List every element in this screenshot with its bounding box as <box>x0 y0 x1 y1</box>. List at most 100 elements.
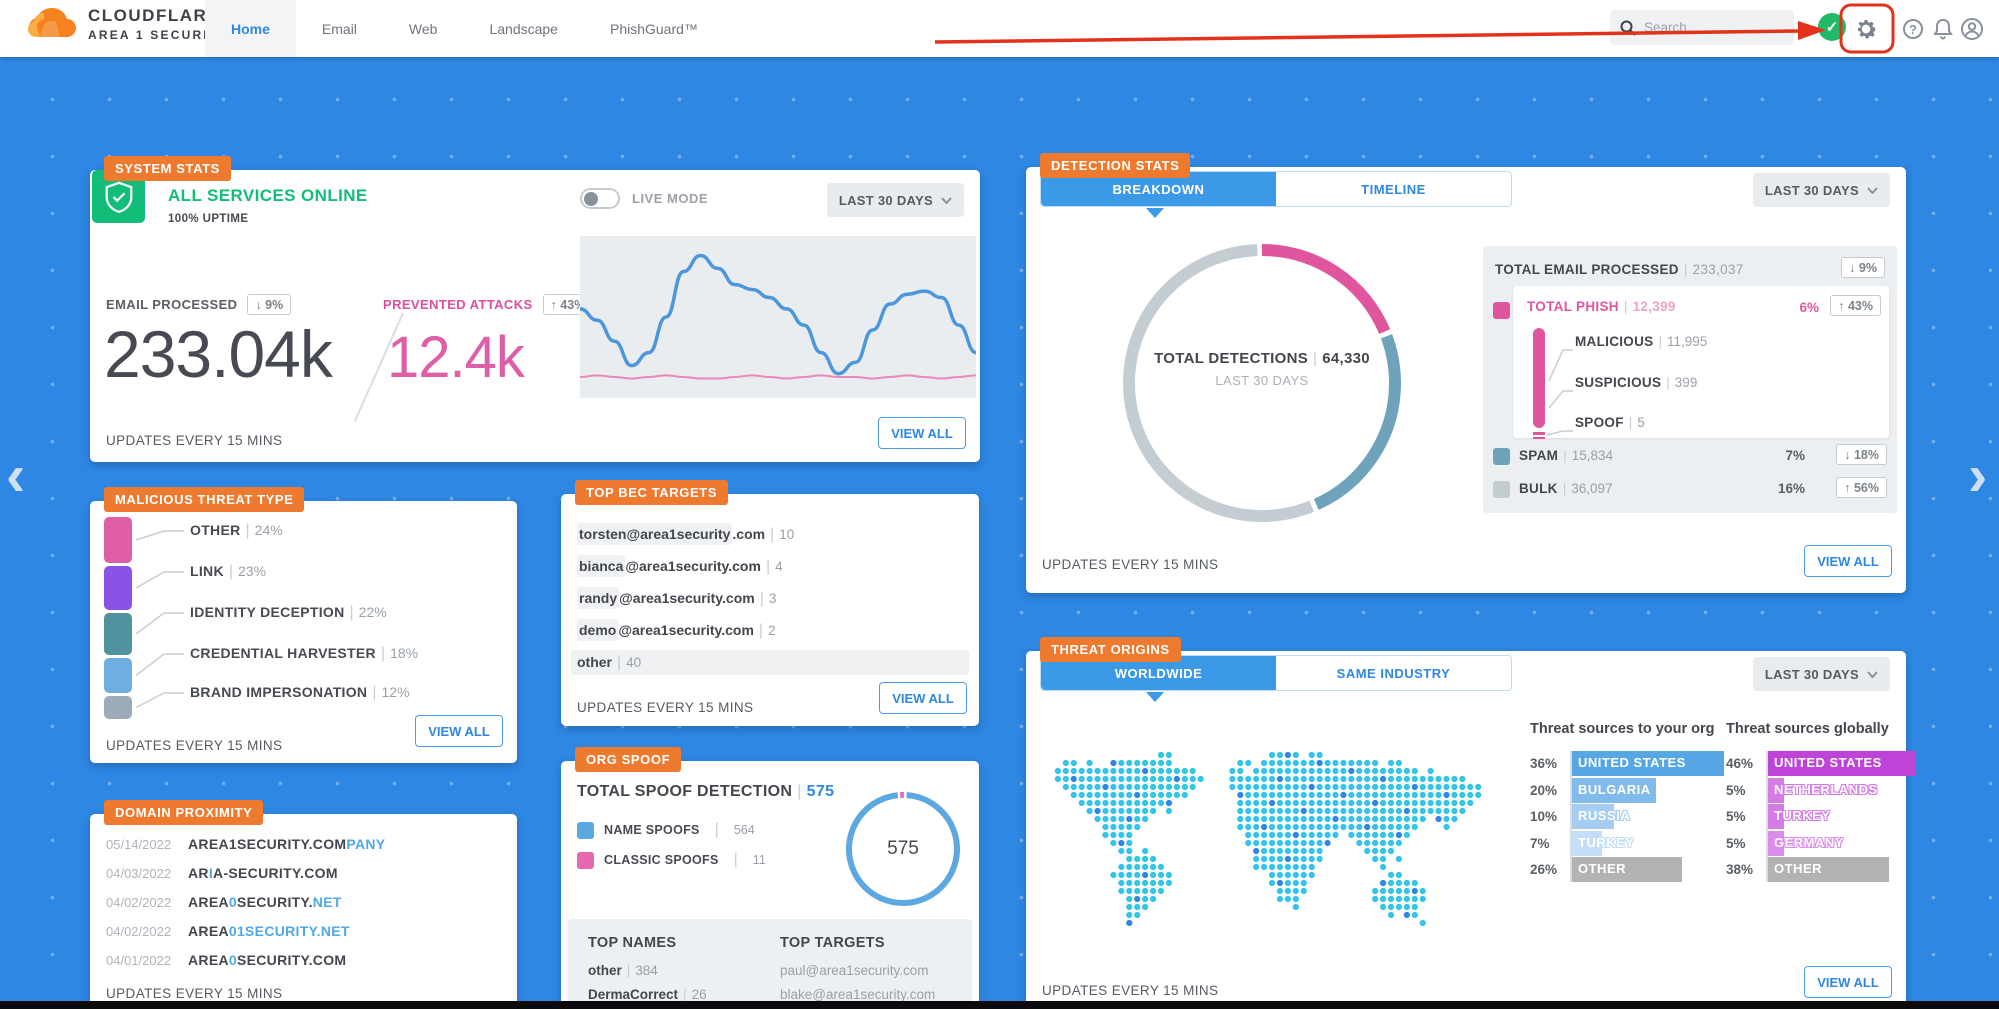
cloudflare-logo-icon <box>28 8 76 37</box>
threat-type-pct: 24% <box>254 522 283 538</box>
category-value: 36,097 <box>1571 481 1613 496</box>
domain-date: 04/01/2022 <box>106 953 172 968</box>
view-all-button[interactable]: VIEW ALL <box>415 715 503 747</box>
protection-status-badge-icon[interactable]: ✓ <box>1818 13 1846 41</box>
separator: | <box>770 526 775 543</box>
updates-label: UPDATES EVERY 15 MINS <box>106 738 283 753</box>
legend-swatch <box>1493 481 1510 498</box>
view-all-button[interactable]: VIEW ALL <box>878 417 966 449</box>
prevented-attacks-label-row: PREVENTED ATTACKS ↑ 43% <box>383 294 594 315</box>
threat-source-bar: BULGARIA <box>1572 777 1656 803</box>
range-dropdown[interactable]: LAST 30 DAYS <box>1752 657 1890 691</box>
domain-row: 04/02/2022 AREA01SECURITY.NET <box>106 923 350 941</box>
range-dropdown[interactable]: LAST 30 DAYS <box>1752 173 1890 207</box>
top-name-count: 384 <box>635 963 658 978</box>
domain-date: 04/02/2022 <box>106 924 172 939</box>
separator: | <box>228 563 234 580</box>
bell-icon[interactable] <box>1928 14 1958 44</box>
brand-text: CLOUDFLARE® AREA 1 SECURITY <box>88 6 229 42</box>
top-name: DermaCorrect <box>588 987 679 1002</box>
chevron-down-icon <box>1867 186 1878 194</box>
threat-source-bar: RUSSIA <box>1572 804 1630 829</box>
bec-target-row: other | 40 <box>571 650 969 675</box>
malicious-threat-type-badge: MALICIOUS THREAT TYPE <box>104 487 305 512</box>
live-mode-toggle[interactable]: LIVE MODE <box>580 188 708 209</box>
top-bec-targets-badge: TOP BEC TARGETS <box>575 480 729 505</box>
threat-source-row: 10% RUSSIA <box>1530 804 1630 829</box>
view-all-button[interactable]: VIEW ALL <box>1804 966 1892 998</box>
dashboard: ‹ › SYSTEM STATS ALL SERVICES ONLINE 100… <box>0 57 1999 1009</box>
threat-type-segment <box>104 566 132 610</box>
bec-target-count: 10 <box>779 527 795 542</box>
toggle-track[interactable] <box>580 188 620 209</box>
total-spoof-detection-title: TOTAL SPOOF DETECTION | 575 <box>577 783 835 800</box>
legend-value: 11 <box>752 853 766 867</box>
user-avatar-icon[interactable] <box>1957 14 1987 44</box>
threat-source-bar: TURKEY <box>1572 830 1634 856</box>
search-box[interactable] <box>1610 10 1794 45</box>
threat-type-segment <box>104 517 132 563</box>
threat-type-label: OTHER <box>190 522 241 538</box>
threat-source-row: 7% TURKEY <box>1530 830 1634 856</box>
system-stats-card: SYSTEM STATS ALL SERVICES ONLINE 100% UP… <box>90 156 980 462</box>
origins-tab-sameindustry[interactable]: SAME INDUSTRY <box>1336 665 1451 681</box>
world-dot-map <box>1054 751 1482 927</box>
threat-type-row: BRAND IMPERSONATION | 12% <box>190 684 410 702</box>
uptime-label: 100% UPTIME <box>168 213 249 225</box>
brand-logo[interactable]: CLOUDFLARE® AREA 1 SECURITY <box>26 6 229 42</box>
detection-detail-panel: TOTAL EMAIL PROCESSED | 233,037 ↓ 9% TOTAL… <box>1483 246 1897 513</box>
detection-tab-timeline[interactable]: TIMELINE <box>1361 181 1426 197</box>
range-dropdown[interactable]: LAST 30 DAYS <box>826 183 964 217</box>
threat-type-row: IDENTITY DECEPTION | 22% <box>190 604 387 622</box>
phish-legend-swatch <box>1493 302 1510 319</box>
threat-origins-card: THREAT ORIGINS WORLDWIDE SAME INDUSTRY LA… <box>1026 637 1915 1009</box>
bec-target-row: torsten@area1security .com | 10 <box>571 522 969 547</box>
top-target-row: blake@area1security.com <box>780 987 935 1002</box>
separator: | <box>759 590 764 607</box>
bec-target-name: other <box>577 654 612 670</box>
threat-source-pct: 36% <box>1530 756 1558 771</box>
legend-swatch <box>577 821 594 839</box>
separator: | <box>1562 481 1567 496</box>
total-email-processed-row: TOTAL EMAIL PROCESSED | 233,037 <box>1495 262 1744 277</box>
domain-proximity-badge: DOMAIN PROXIMITY <box>104 800 264 825</box>
updates-label: UPDATES EVERY 15 MINS <box>1042 557 1219 572</box>
threat-source-row: 5% NETHERLANDS <box>1726 777 1877 803</box>
top-nav: CLOUDFLARE® AREA 1 SECURITY Home Email Web… <box>0 0 1999 57</box>
top-target-email: paul@area1security.com <box>780 963 929 978</box>
threat-source-pct: 5% <box>1726 809 1746 824</box>
threat-source-pct: 20% <box>1530 782 1558 798</box>
separator: | <box>733 851 738 868</box>
phish-child-row: SPOOF | 5 <box>1575 415 1645 430</box>
top-names-title: TOP NAMES <box>588 935 677 951</box>
gear-icon[interactable] <box>1851 14 1881 44</box>
phish-child-label: SUSPICIOUS <box>1575 375 1662 390</box>
updates-label: UPDATES EVERY 15 MINS <box>106 433 283 448</box>
search-input[interactable] <box>1644 20 1784 35</box>
top-bec-targets-card: TOP BEC TARGETS torsten@area1security .co… <box>561 480 979 726</box>
donut-range-label: LAST 30 DAYS <box>1215 373 1309 388</box>
separator: | <box>245 522 250 539</box>
domain-row: 04/03/2022 ARIA-SECURITY.COM <box>106 865 338 883</box>
nav-item-email[interactable]: Email <box>321 20 357 37</box>
threat-type-label: BRAND IMPERSONATION <box>190 684 368 700</box>
category-label: BULK <box>1519 481 1558 496</box>
nav-item-web[interactable]: Web <box>408 20 438 37</box>
view-all-button[interactable]: VIEW ALL <box>879 682 967 714</box>
threat-source-pct: 10% <box>1530 809 1558 824</box>
nav-item-home[interactable]: Home <box>205 0 296 57</box>
separator: | <box>758 622 764 639</box>
separator: | <box>1563 448 1567 463</box>
view-all-button[interactable]: VIEW ALL <box>1804 545 1892 577</box>
nav-item-landscape[interactable]: Landscape <box>489 20 558 37</box>
chevron-down-icon <box>1867 670 1878 678</box>
updates-label: UPDATES EVERY 15 MINS <box>577 700 754 715</box>
help-icon[interactable]: ? <box>1898 14 1928 44</box>
spoof-legend-row: NAME SPOOFS | 564 <box>577 821 755 839</box>
carousel-right-chevron[interactable]: › <box>1968 443 1988 508</box>
nav-item-phishguard[interactable]: PhishGuard™ <box>609 20 698 37</box>
phish-child-row: SUSPICIOUS | 399 <box>1575 375 1697 390</box>
threat-source-bar: UNITED STATES <box>1768 751 1915 776</box>
carousel-left-chevron[interactable]: ‹ <box>6 443 26 508</box>
threat-type-label: LINK <box>190 563 224 579</box>
